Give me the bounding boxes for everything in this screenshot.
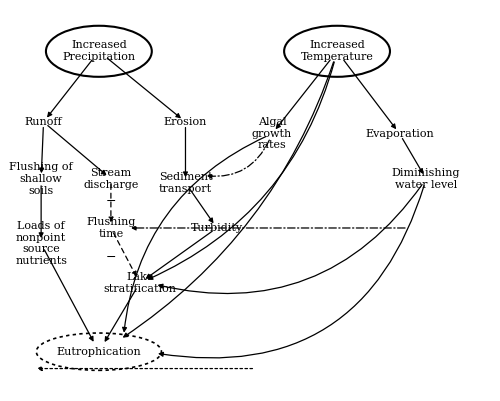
- Text: Flushing of
shallow
soils: Flushing of shallow soils: [10, 162, 73, 196]
- FancyArrowPatch shape: [124, 62, 334, 337]
- FancyArrowPatch shape: [114, 233, 136, 275]
- FancyArrowPatch shape: [122, 137, 266, 331]
- Text: Flushing
time: Flushing time: [86, 217, 136, 239]
- FancyArrowPatch shape: [276, 60, 330, 128]
- FancyArrowPatch shape: [39, 186, 43, 237]
- FancyArrowPatch shape: [344, 60, 396, 128]
- Text: Stream
discharge: Stream discharge: [83, 168, 138, 190]
- Text: Algal
growth
rates: Algal growth rates: [252, 117, 292, 150]
- FancyArrowPatch shape: [108, 58, 180, 117]
- FancyArrowPatch shape: [109, 184, 113, 221]
- FancyArrowPatch shape: [48, 126, 106, 174]
- Text: −: −: [106, 251, 116, 264]
- FancyArrowPatch shape: [132, 226, 405, 230]
- FancyArrowPatch shape: [160, 186, 424, 358]
- Text: Turbidity: Turbidity: [190, 223, 243, 233]
- Text: Diminishing
water level: Diminishing water level: [392, 168, 460, 190]
- FancyArrowPatch shape: [402, 138, 422, 173]
- Text: Erosion: Erosion: [164, 117, 207, 127]
- Text: Runoff: Runoff: [24, 117, 62, 127]
- FancyArrowPatch shape: [44, 250, 93, 340]
- Text: −: −: [106, 195, 116, 208]
- FancyArrowPatch shape: [148, 62, 334, 279]
- Text: Evaporation: Evaporation: [365, 129, 434, 139]
- Text: Increased
Temperature: Increased Temperature: [300, 41, 374, 62]
- FancyArrowPatch shape: [48, 60, 92, 117]
- Text: Sediment
transport: Sediment transport: [158, 172, 212, 194]
- FancyArrowPatch shape: [146, 231, 212, 278]
- Text: Loads of
nonpoint
source
nutrients: Loads of nonpoint source nutrients: [15, 221, 67, 266]
- FancyArrowPatch shape: [40, 128, 44, 172]
- FancyArrowPatch shape: [184, 128, 188, 176]
- FancyArrowPatch shape: [159, 184, 422, 294]
- Text: Lake
stratification: Lake stratification: [104, 272, 176, 294]
- Text: Eutrophication: Eutrophication: [56, 347, 141, 356]
- Text: Increased
Precipitation: Increased Precipitation: [62, 41, 136, 62]
- FancyArrowPatch shape: [190, 188, 213, 222]
- FancyArrowPatch shape: [208, 140, 270, 178]
- FancyArrowPatch shape: [106, 289, 136, 341]
